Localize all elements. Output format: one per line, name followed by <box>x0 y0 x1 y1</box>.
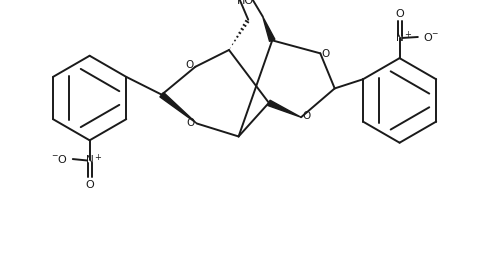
Text: O: O <box>303 111 311 121</box>
Text: O: O <box>186 118 194 127</box>
Text: O: O <box>321 49 330 59</box>
Text: O: O <box>186 60 194 70</box>
Text: N: N <box>396 33 403 43</box>
Text: O: O <box>85 180 94 190</box>
Text: +: + <box>94 153 101 162</box>
Text: O: O <box>395 9 404 19</box>
Polygon shape <box>263 16 275 41</box>
Text: $\mathregular{^{-}}$O: $\mathregular{^{-}}$O <box>51 153 68 165</box>
Text: O$\mathregular{^{-}}$: O$\mathregular{^{-}}$ <box>423 31 439 43</box>
Polygon shape <box>268 100 301 117</box>
Text: HO: HO <box>237 0 254 6</box>
Text: +: + <box>404 30 411 39</box>
Polygon shape <box>160 92 197 124</box>
Text: N: N <box>86 155 94 166</box>
